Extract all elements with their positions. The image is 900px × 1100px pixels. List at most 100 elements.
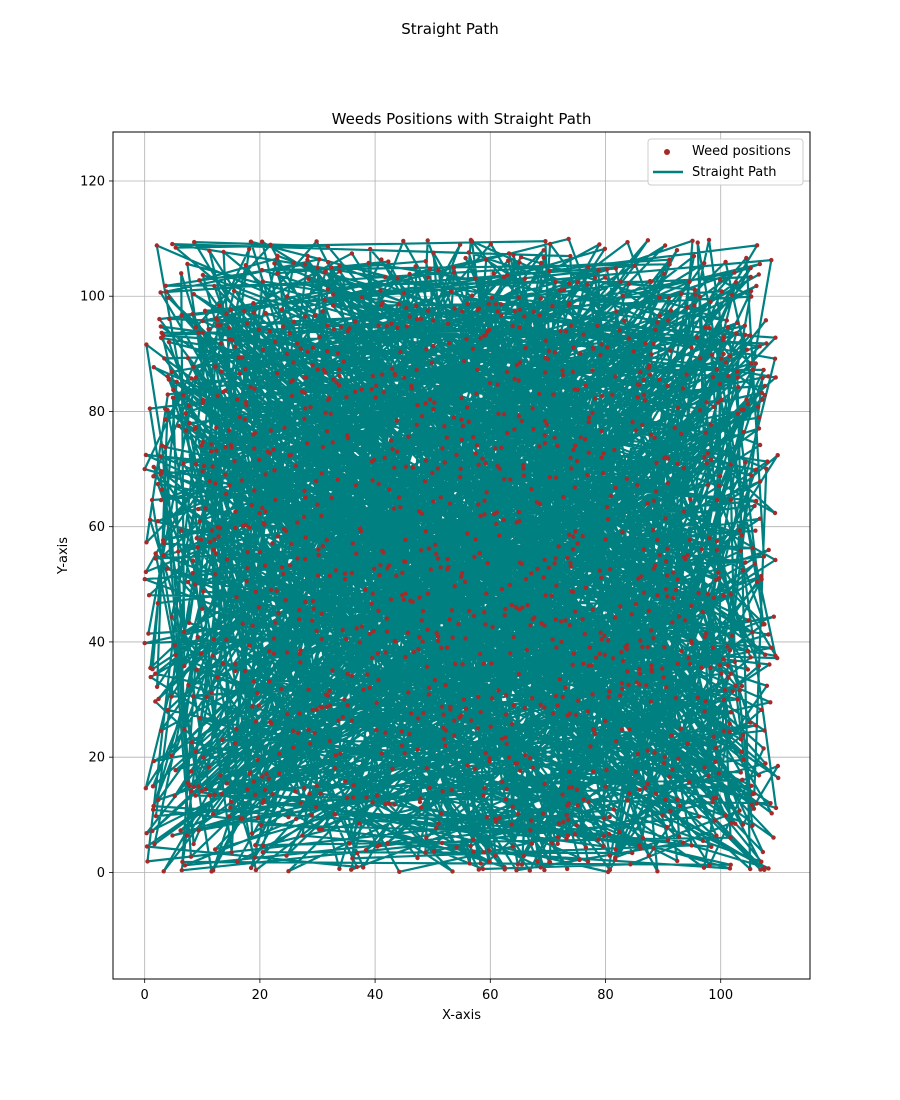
weed-point — [173, 652, 178, 658]
weed-point — [709, 844, 714, 849]
weed-point — [764, 341, 769, 346]
weed-point — [740, 732, 746, 738]
weed-point — [478, 861, 483, 866]
weed-point — [354, 551, 359, 556]
weed-point — [460, 423, 466, 429]
weed-point — [315, 265, 320, 271]
weed-point — [676, 756, 681, 761]
weed-point — [191, 292, 196, 297]
weed-point — [237, 414, 243, 420]
weed-point — [411, 649, 417, 655]
weed-point — [207, 248, 212, 253]
weed-point — [156, 797, 161, 803]
weed-point — [288, 452, 294, 458]
weed-point — [229, 850, 234, 855]
weed-point — [315, 367, 320, 372]
weed-point — [463, 706, 469, 711]
weed-point — [606, 831, 612, 837]
weed-point — [575, 803, 581, 808]
weed-point — [546, 565, 551, 570]
weed-point — [586, 264, 591, 270]
weed-point — [347, 841, 352, 846]
weed-point — [197, 278, 202, 283]
weed-point — [733, 821, 738, 826]
weed-point — [231, 288, 237, 293]
weed-point — [460, 662, 465, 667]
weed-point — [696, 814, 702, 819]
weed-point — [466, 419, 471, 424]
weed-point — [226, 814, 232, 819]
weed-point — [418, 796, 423, 801]
weed-point — [247, 246, 252, 252]
weed-point — [425, 591, 431, 596]
weed-point — [652, 435, 657, 441]
weed-point — [753, 467, 759, 472]
weed-point — [617, 829, 622, 835]
weed-point — [652, 750, 657, 755]
weed-point — [212, 283, 217, 289]
weed-point — [459, 396, 464, 401]
weed-point — [378, 562, 383, 568]
weed-point — [486, 301, 491, 307]
weed-point — [585, 282, 590, 287]
weed-point — [575, 541, 580, 546]
weed-point — [547, 268, 552, 273]
weed-point — [150, 828, 155, 834]
weed-point — [257, 549, 263, 555]
weed-point — [721, 656, 726, 662]
weed-point — [510, 844, 515, 849]
weed-point — [627, 791, 632, 796]
weed-point — [257, 510, 262, 516]
weed-point — [436, 268, 441, 273]
weed-point — [193, 793, 198, 798]
weed-point — [240, 621, 245, 626]
weed-point — [210, 464, 215, 469]
weed-point — [376, 677, 381, 683]
weed-point — [451, 265, 457, 270]
weed-point — [303, 495, 308, 500]
weed-point — [178, 828, 183, 833]
weed-point — [707, 325, 712, 331]
weed-point — [235, 397, 240, 402]
weed-point — [590, 368, 595, 373]
weed-point — [314, 239, 319, 244]
weed-point — [295, 556, 300, 561]
weed-point — [195, 634, 200, 639]
weed-point — [302, 314, 308, 319]
weed-point — [268, 587, 274, 593]
weed-point — [568, 323, 574, 328]
weed-point — [715, 400, 721, 405]
weed-point — [374, 700, 379, 705]
weed-point — [239, 478, 245, 483]
weed-point — [243, 400, 249, 405]
weed-point — [596, 837, 601, 842]
weed-point — [671, 570, 676, 575]
weed-point — [495, 382, 500, 387]
weed-point — [687, 538, 692, 543]
weed-point — [514, 362, 520, 368]
weed-point — [424, 835, 429, 840]
weed-point — [447, 501, 453, 506]
weed-point — [212, 364, 218, 369]
weed-point — [251, 679, 256, 684]
y-tick-label: 80 — [88, 405, 105, 420]
weed-point — [617, 328, 622, 333]
weed-point — [351, 783, 356, 788]
weed-point — [143, 569, 149, 575]
weed-point — [165, 566, 170, 571]
weed-point — [564, 812, 569, 818]
weed-point — [574, 823, 579, 828]
weed-point — [761, 746, 766, 751]
weed-point — [570, 369, 576, 375]
weed-point — [665, 594, 670, 599]
weed-point — [423, 401, 428, 406]
weed-point — [530, 765, 535, 770]
weed-point — [201, 463, 207, 469]
y-tick-label: 100 — [80, 290, 105, 305]
weed-point — [662, 754, 667, 760]
weed-point — [766, 866, 771, 871]
weed-point — [213, 481, 218, 486]
weed-point — [727, 729, 732, 735]
weed-point — [574, 787, 580, 792]
weed-point — [571, 345, 576, 350]
